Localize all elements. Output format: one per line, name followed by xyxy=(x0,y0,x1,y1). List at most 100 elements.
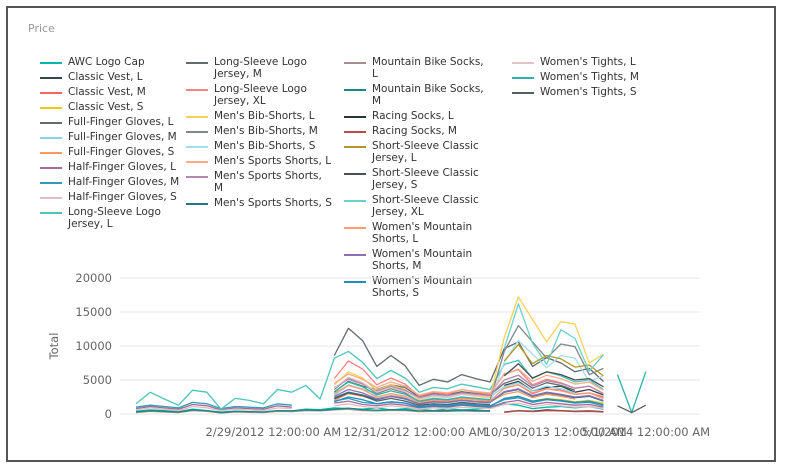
legend-item[interactable]: Long-Sleeve Logo Jersey, M xyxy=(186,56,334,80)
legend-item[interactable]: Full-Finger Gloves, M xyxy=(40,131,188,143)
legend-item[interactable]: Mountain Bike Socks, M xyxy=(344,83,492,107)
legend-swatch xyxy=(344,254,366,256)
legend-label: Women's Mountain Shorts, M xyxy=(372,248,473,272)
legend-label: Men's Sports Shorts, L xyxy=(214,155,332,167)
x-tick-label: 5/1/2014 12:00:00 AM xyxy=(582,425,710,439)
legend-column: AWC Logo Cap Classic Vest, L Classic Vest,… xyxy=(40,56,190,233)
legend-item[interactable]: Men's Bib-Shorts, S xyxy=(186,140,334,152)
legend-swatch xyxy=(344,146,366,148)
legend-swatch xyxy=(186,176,208,178)
y-tick-label: 0 xyxy=(105,407,112,421)
legend-item[interactable]: Half-Finger Gloves, M xyxy=(40,176,188,188)
series-line xyxy=(333,368,604,396)
legend-swatch xyxy=(40,212,62,214)
legend-item[interactable]: Men's Sports Shorts, S xyxy=(186,197,334,209)
legend-label: Racing Socks, L xyxy=(372,110,454,122)
legend-item[interactable]: Full-Finger Gloves, S xyxy=(40,146,188,158)
legend-swatch xyxy=(344,281,366,283)
legend-swatch xyxy=(40,152,62,154)
legend-item[interactable]: Men's Sports Shorts, L xyxy=(186,155,334,167)
legend-swatch xyxy=(186,161,208,163)
legend-swatch xyxy=(186,131,208,133)
y-tick-label: 10000 xyxy=(75,339,112,353)
legend-item[interactable]: Short-Sleeve Classic Jersey, L xyxy=(344,140,492,164)
legend-swatch xyxy=(344,227,366,229)
legend-item[interactable]: Short-Sleeve Classic Jersey, XL xyxy=(344,194,492,218)
legend-swatch xyxy=(512,92,534,94)
legend-label: Women's Tights, L xyxy=(540,56,636,68)
legend-label: Long-Sleeve Logo Jersey, M xyxy=(214,56,307,80)
legend-item[interactable]: Full-Finger Gloves, L xyxy=(40,116,188,128)
legend-item[interactable]: Half-Finger Gloves, S xyxy=(40,191,188,203)
legend-item[interactable]: Men's Sports Shorts, M xyxy=(186,170,334,194)
series-line xyxy=(333,374,604,399)
series-line xyxy=(504,409,604,413)
legend-item[interactable]: Women's Tights, M xyxy=(512,71,660,83)
legend-item[interactable]: AWC Logo Cap xyxy=(40,56,188,68)
legend-swatch xyxy=(344,173,366,175)
legend-swatch xyxy=(186,146,208,148)
legend-label: Short-Sleeve Classic Jersey, S xyxy=(372,167,479,191)
chart-title: Price xyxy=(28,22,55,35)
x-tick-label: 10/30/2013 12:00:00 AM xyxy=(484,425,627,439)
y-axis-title: Total xyxy=(47,333,61,361)
x-tick-label: 2/29/2012 12:00:00 AM xyxy=(206,425,342,439)
legend-swatch xyxy=(344,89,366,91)
legend-label: Full-Finger Gloves, L xyxy=(68,116,174,128)
series-line xyxy=(333,327,604,387)
legend-item[interactable]: Short-Sleeve Classic Jersey, S xyxy=(344,167,492,191)
y-tick-label: 20000 xyxy=(75,271,112,285)
x-tick-label: 12/31/2012 12:00:00 AM xyxy=(343,425,486,439)
chart-legend: AWC Logo Cap Classic Vest, L Classic Vest,… xyxy=(40,56,740,299)
legend-column: Women's Tights, L Women's Tights, M Women'… xyxy=(512,56,662,101)
legend-swatch xyxy=(40,137,62,139)
legend-swatch xyxy=(40,62,62,64)
legend-swatch xyxy=(40,107,62,109)
legend-item[interactable]: Women's Mountain Shorts, L xyxy=(344,221,492,245)
legend-swatch xyxy=(186,62,208,64)
legend-label: Half-Finger Gloves, S xyxy=(68,191,177,203)
series-line xyxy=(503,363,604,388)
legend-item[interactable]: Mountain Bike Socks, L xyxy=(344,56,492,80)
legend-item[interactable]: Long-Sleeve Logo Jersey, XL xyxy=(186,83,334,107)
legend-swatch xyxy=(40,167,62,169)
legend-swatch xyxy=(186,89,208,91)
legend-label: Classic Vest, M xyxy=(68,86,146,98)
legend-label: Men's Bib-Shorts, L xyxy=(214,110,315,122)
legend-label: Women's Tights, S xyxy=(540,86,637,98)
legend-swatch xyxy=(40,77,62,79)
y-tick-label: 15000 xyxy=(75,305,112,319)
legend-label: Women's Tights, M xyxy=(540,71,639,83)
legend-item[interactable]: Half-Finger Gloves, L xyxy=(40,161,188,173)
legend-swatch xyxy=(40,122,62,124)
legend-swatch xyxy=(186,203,208,205)
legend-item[interactable]: Women's Mountain Shorts, M xyxy=(344,248,492,272)
legend-swatch xyxy=(344,62,366,64)
legend-label: Mountain Bike Socks, M xyxy=(372,83,484,107)
legend-swatch xyxy=(40,182,62,184)
legend-item[interactable]: Classic Vest, M xyxy=(40,86,188,98)
legend-item[interactable]: Women's Tights, S xyxy=(512,86,660,98)
legend-label: Women's Mountain Shorts, L xyxy=(372,221,473,245)
legend-swatch xyxy=(344,131,366,133)
legend-label: Men's Sports Shorts, S xyxy=(214,197,332,209)
legend-label: Short-Sleeve Classic Jersey, XL xyxy=(372,194,479,218)
legend-item[interactable]: Women's Tights, L xyxy=(512,56,660,68)
legend-swatch xyxy=(40,197,62,199)
legend-item[interactable]: Classic Vest, L xyxy=(40,71,188,83)
series-line xyxy=(503,303,604,372)
legend-label: Long-Sleeve Logo Jersey, XL xyxy=(214,83,307,107)
legend-item[interactable]: Men's Bib-Shorts, M xyxy=(186,125,334,137)
legend-label: AWC Logo Cap xyxy=(68,56,145,68)
legend-item[interactable]: Long-Sleeve Logo Jersey, L xyxy=(40,206,188,230)
legend-item[interactable]: Men's Bib-Shorts, L xyxy=(186,110,334,122)
legend-label: Men's Bib-Shorts, M xyxy=(214,125,318,137)
legend-column: Long-Sleeve Logo Jersey, M Long-Sleeve Lo… xyxy=(186,56,336,212)
legend-label: Half-Finger Gloves, L xyxy=(68,161,176,173)
series-line xyxy=(333,376,491,400)
legend-item[interactable]: Classic Vest, S xyxy=(40,101,188,113)
legend-label: Classic Vest, S xyxy=(68,101,144,113)
legend-item[interactable]: Racing Socks, L xyxy=(344,110,492,122)
legend-item[interactable]: Racing Socks, M xyxy=(344,125,492,137)
